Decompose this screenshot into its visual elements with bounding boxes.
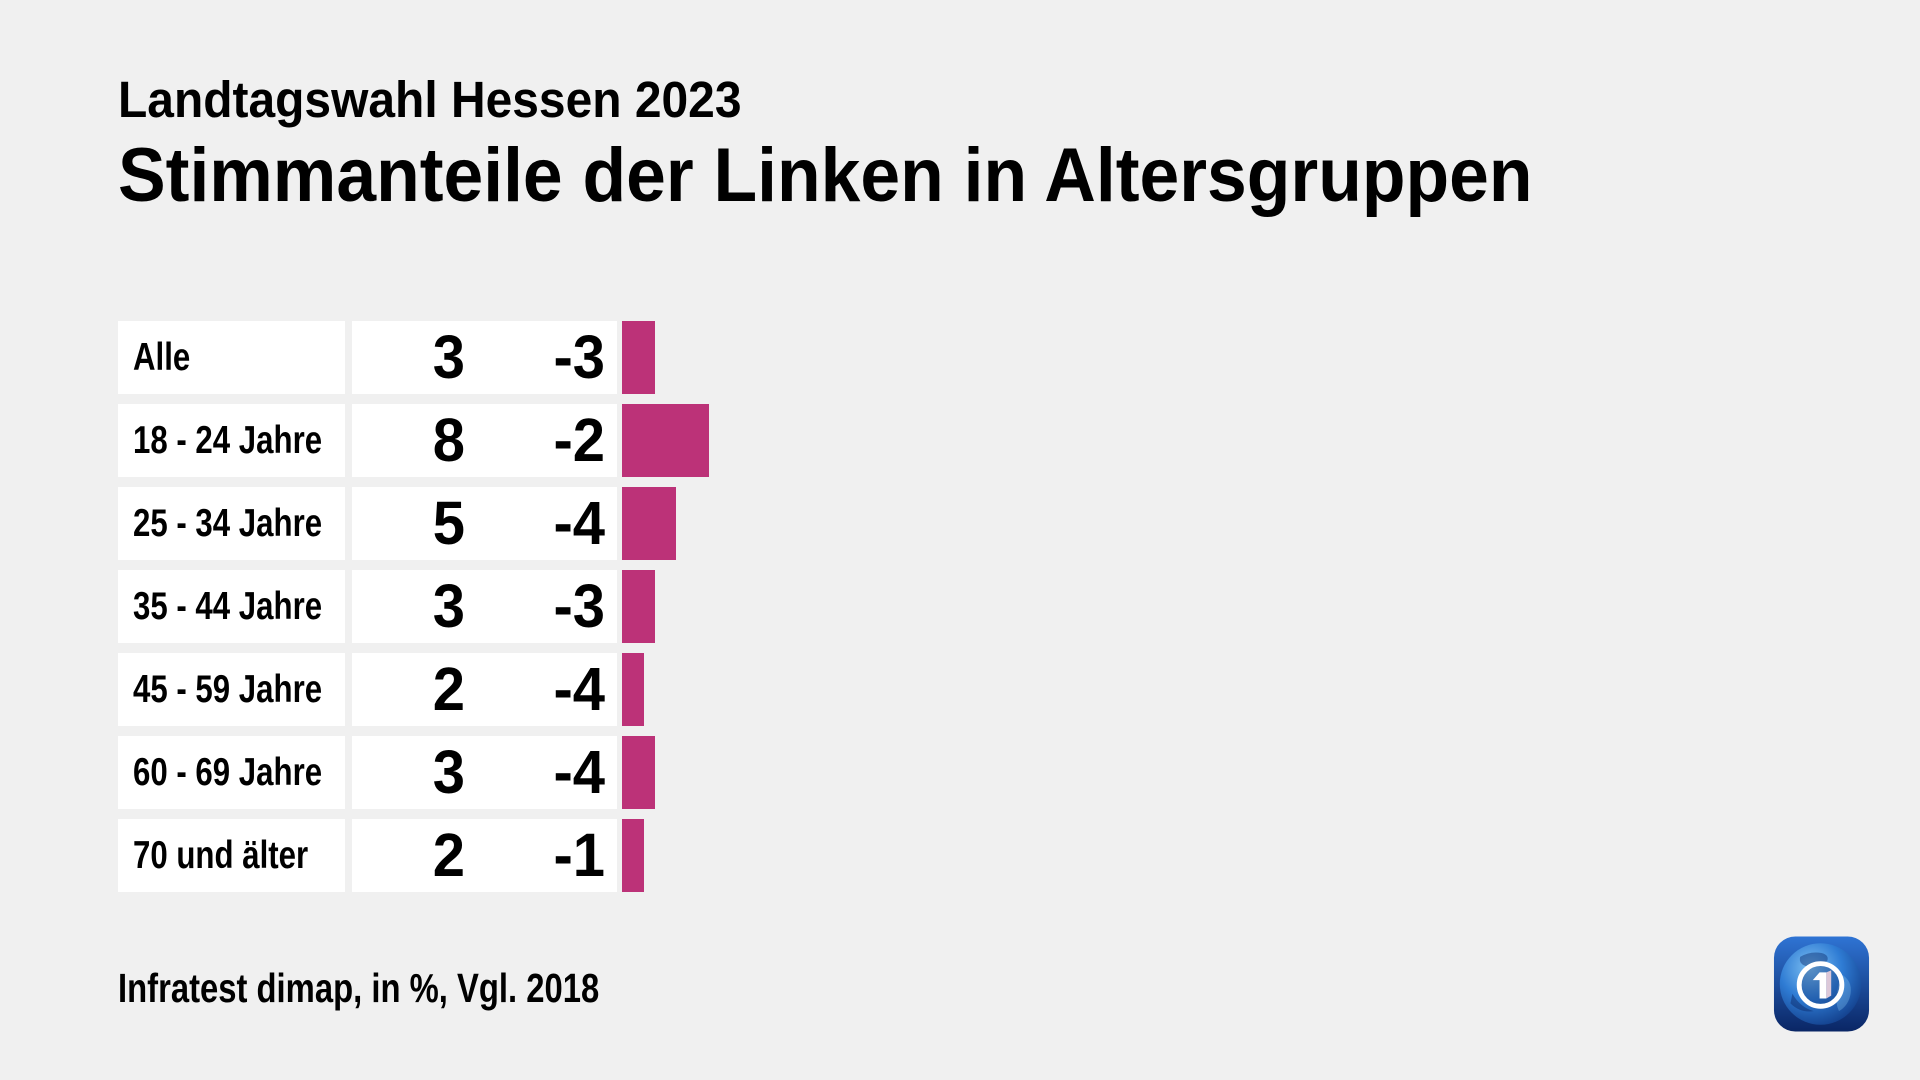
value-change: -4	[553, 655, 605, 723]
value-bar	[622, 321, 655, 394]
kicker-subtitle: Landtagswahl Hessen 2023	[118, 71, 742, 128]
source-note: Infratest dimap, in %, Vgl. 2018	[118, 965, 600, 1011]
category-cell: 60 - 69 Jahre	[118, 736, 345, 809]
category-label: Alle	[133, 336, 191, 379]
value-bar	[622, 653, 644, 726]
values-cell: 2 -1	[352, 819, 617, 892]
globe-landmass	[1790, 993, 1814, 1012]
values-cell: 3 -3	[352, 321, 617, 394]
value-change: -4	[553, 738, 605, 806]
category-label: 25 - 34 Jahre	[133, 502, 323, 545]
table-row: 60 - 69 Jahre 3 -4	[118, 736, 1838, 809]
value-percent: 8	[432, 406, 465, 474]
value-change: -1	[553, 821, 605, 889]
category-cell: 45 - 59 Jahre	[118, 653, 345, 726]
value-percent: 5	[432, 489, 465, 557]
category-cell: 70 und älter	[118, 819, 345, 892]
category-label: 35 - 44 Jahre	[133, 585, 323, 628]
ard-one-shadow	[1826, 970, 1832, 999]
value-percent: 3	[432, 738, 465, 806]
value-change: -3	[553, 323, 605, 391]
values-cell: 5 -4	[352, 487, 617, 560]
value-bar	[622, 487, 676, 560]
value-change: -4	[553, 489, 605, 557]
table-row: 70 und älter 2 -1	[118, 819, 1838, 892]
values-cell: 3 -4	[352, 736, 617, 809]
value-percent: 3	[432, 323, 465, 391]
value-bar	[622, 819, 644, 892]
value-change: -2	[553, 406, 605, 474]
table-row: 25 - 34 Jahre 5 -4	[118, 487, 1838, 560]
value-percent: 3	[432, 572, 465, 640]
category-label: 18 - 24 Jahre	[133, 419, 323, 462]
values-cell: 8 -2	[352, 404, 617, 477]
page-title: Stimmanteile der Linken in Altersgruppen	[118, 133, 1533, 218]
category-cell: 35 - 44 Jahre	[118, 570, 345, 643]
values-cell: 3 -3	[352, 570, 617, 643]
table-row: 45 - 59 Jahre 2 -4	[118, 653, 1838, 726]
category-cell: Alle	[118, 321, 345, 394]
value-bar	[622, 570, 655, 643]
ard-tagesschau-logo	[1773, 936, 1870, 1032]
category-label: 60 - 69 Jahre	[133, 751, 323, 794]
category-label: 70 und älter	[133, 834, 309, 877]
table-row: 35 - 44 Jahre 3 -3	[118, 570, 1838, 643]
values-cell: 2 -4	[352, 653, 617, 726]
value-bar	[622, 404, 709, 477]
value-change: -3	[553, 572, 605, 640]
table-row: 18 - 24 Jahre 8 -2	[118, 404, 1838, 477]
value-percent: 2	[432, 821, 465, 889]
category-cell: 25 - 34 Jahre	[118, 487, 345, 560]
ard-one-icon	[1812, 972, 1827, 999]
category-label: 45 - 59 Jahre	[133, 668, 323, 711]
table-row: Alle 3 -3	[118, 321, 1838, 394]
category-cell: 18 - 24 Jahre	[118, 404, 345, 477]
value-bar	[622, 736, 655, 809]
value-percent: 2	[432, 655, 465, 723]
